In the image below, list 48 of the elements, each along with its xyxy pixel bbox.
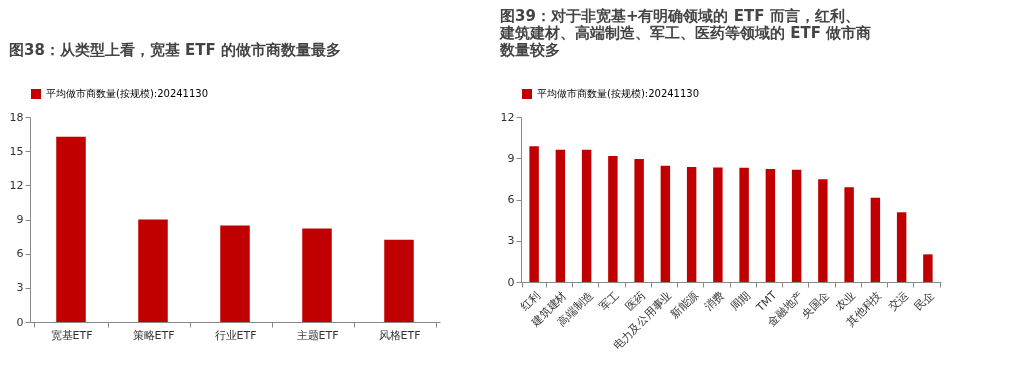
y-tick-label: 12 [9, 178, 24, 192]
y-tick-label: 3 [507, 234, 515, 248]
chart-title: 图38：从类型上看，宽基 ETF 的做市商数量最多 [9, 41, 342, 59]
y-tick-label: 9 [16, 213, 24, 226]
x-tick-label: 周期 [728, 288, 754, 314]
bar [555, 149, 566, 282]
x-tick-label: 交运 [885, 288, 911, 314]
y-tick-label: 12 [500, 110, 515, 124]
bar [923, 254, 933, 282]
y-tick-label: 18 [9, 110, 24, 124]
chart-title: 图39：对于非宽基+有明确领域的 ETF 而言，红利、建筑建材、高端制造、军工、医药等领域的 ETF 做市商数量较多 [499, 7, 872, 59]
bar [896, 212, 907, 282]
y-tick-label: 15 [9, 144, 24, 158]
x-tick-label: 行业ETF [214, 328, 257, 342]
legend-label: 平均做市商数量(按规模):20241130 [46, 88, 209, 99]
bar [818, 179, 828, 282]
x-tick-label: 宽基ETF [50, 328, 93, 342]
x-tick-label: 主题ETF [296, 328, 339, 342]
bar [713, 167, 723, 282]
x-tick-label: 民企 [912, 288, 937, 314]
y-tick-label: 0 [507, 275, 515, 289]
x-tick-label: 消费 [702, 288, 727, 314]
bar [791, 169, 802, 282]
x-tick-label: 风格ETF [378, 328, 421, 342]
bar [138, 219, 168, 322]
bar [739, 167, 749, 282]
bar [529, 146, 539, 282]
x-tick-label: 策略ETF [132, 328, 175, 342]
y-tick-label: 0 [16, 315, 24, 329]
bar [660, 165, 671, 282]
bar [384, 239, 414, 322]
bar [765, 169, 776, 282]
y-tick-label: 6 [16, 247, 24, 261]
bar [220, 225, 250, 322]
x-tick-label: 央国企 [799, 288, 832, 322]
bar [870, 197, 881, 282]
y-tick-label: 6 [507, 193, 515, 206]
legend-label: 平均做市商数量(按规模):20241130 [537, 88, 700, 99]
bar [302, 228, 332, 322]
bar [608, 156, 618, 282]
bar [686, 167, 697, 282]
y-tick-label: 9 [507, 151, 515, 165]
bar [844, 187, 854, 282]
bar [634, 158, 644, 282]
bar [581, 149, 592, 282]
bar [56, 136, 86, 322]
y-tick-label: 3 [16, 281, 24, 295]
x-tick-label: 军工 [597, 288, 622, 314]
